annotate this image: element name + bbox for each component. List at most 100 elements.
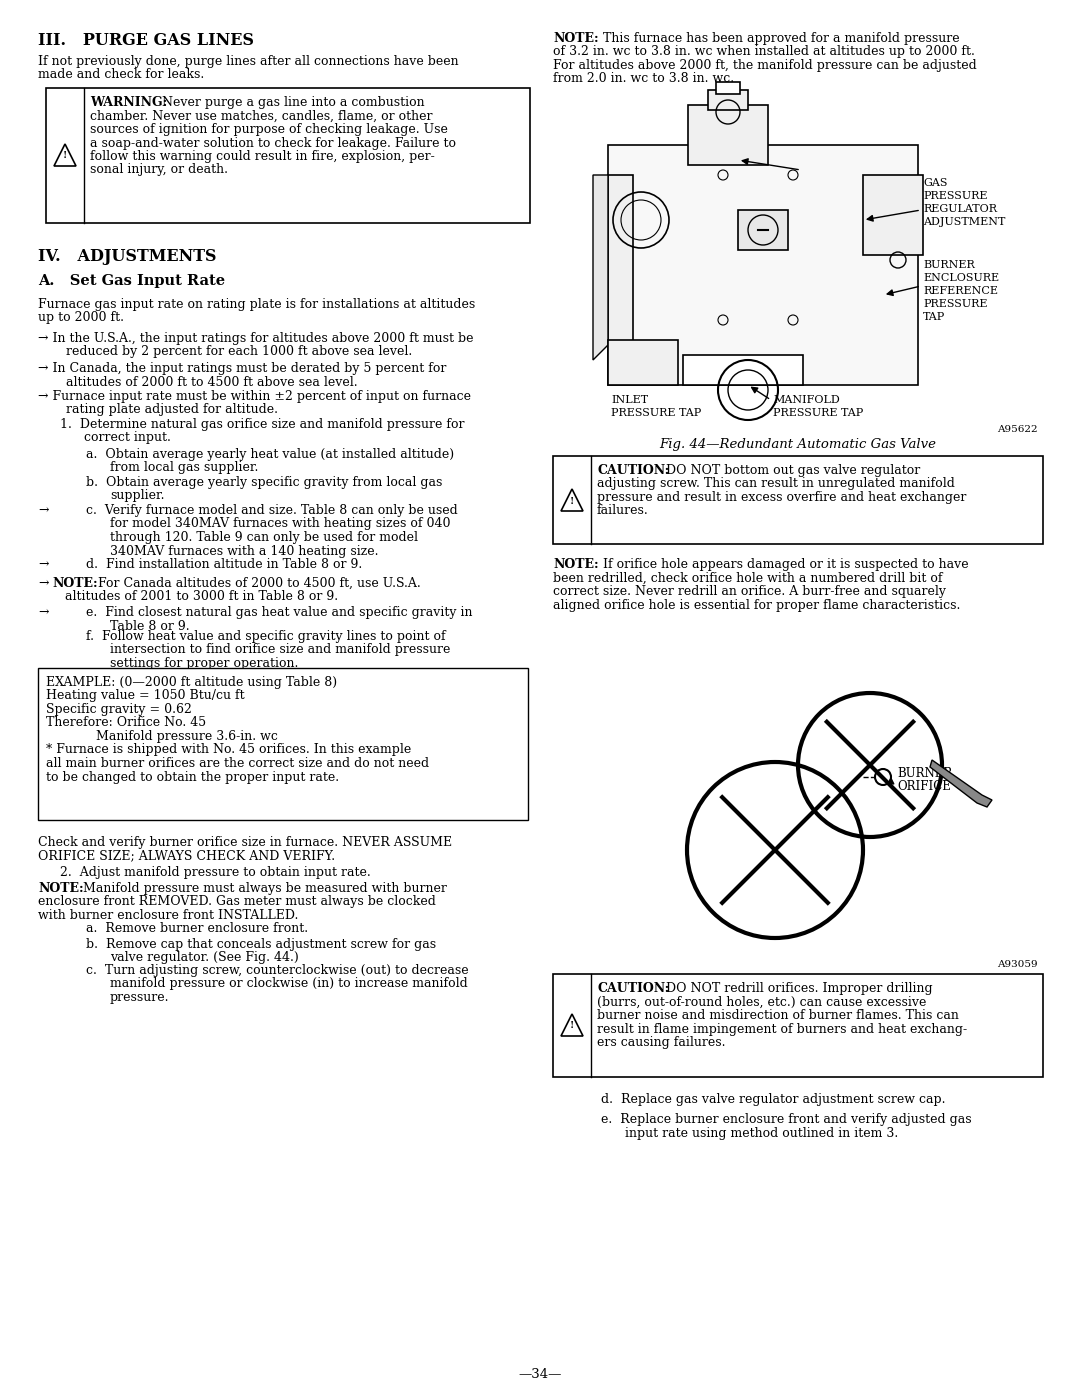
Text: →: → — [38, 577, 49, 590]
Bar — [738, 210, 788, 250]
Text: e.  Find closest natural gas heat value and specific gravity in: e. Find closest natural gas heat value a… — [86, 606, 473, 619]
Bar — [683, 355, 804, 386]
Bar — [608, 145, 918, 386]
Text: a.  Remove burner enclosure front.: a. Remove burner enclosure front. — [86, 922, 308, 935]
Text: PRESSURE: PRESSURE — [923, 299, 987, 309]
Polygon shape — [561, 489, 583, 511]
Text: sonal injury, or death.: sonal injury, or death. — [90, 163, 228, 176]
Text: If not previously done, purge lines after all connections have been: If not previously done, purge lines afte… — [38, 54, 459, 68]
Bar — [708, 89, 748, 110]
Text: NOTE:: NOTE: — [553, 557, 598, 571]
Text: CAUTION:: CAUTION: — [597, 464, 670, 476]
Text: WARNING:: WARNING: — [90, 96, 167, 109]
Text: A93059: A93059 — [997, 960, 1038, 970]
Text: up to 2000 ft.: up to 2000 ft. — [38, 312, 124, 324]
Text: ENCLOSURE: ENCLOSURE — [923, 272, 999, 284]
Bar — [608, 175, 633, 345]
Text: from local gas supplier.: from local gas supplier. — [110, 461, 258, 475]
Text: Manifold pressure 3.6-in. wc: Manifold pressure 3.6-in. wc — [96, 731, 278, 743]
Text: If orifice hole appears damaged or it is suspected to have: If orifice hole appears damaged or it is… — [595, 557, 969, 571]
Text: IV.   ADJUSTMENTS: IV. ADJUSTMENTS — [38, 249, 216, 265]
Text: d.  Find installation altitude in Table 8 or 9.: d. Find installation altitude in Table 8… — [86, 557, 362, 571]
Text: NOTE:: NOTE: — [38, 882, 83, 895]
Bar — [863, 175, 923, 256]
Text: → Furnace input rate must be within ±2 percent of input on furnace: → Furnace input rate must be within ±2 p… — [38, 390, 471, 402]
Text: Manifold pressure must always be measured with burner: Manifold pressure must always be measure… — [79, 882, 447, 895]
Text: ORIFICE SIZE; ALWAYS CHECK AND VERIFY.: ORIFICE SIZE; ALWAYS CHECK AND VERIFY. — [38, 849, 335, 862]
Text: b.  Obtain average yearly specific gravity from local gas: b. Obtain average yearly specific gravit… — [86, 476, 443, 489]
Text: follow this warning could result in fire, explosion, per-: follow this warning could result in fire… — [90, 149, 435, 163]
Polygon shape — [593, 175, 608, 360]
Text: all main burner orifices are the correct size and do not need: all main burner orifices are the correct… — [46, 757, 429, 770]
Text: ers causing failures.: ers causing failures. — [597, 1037, 726, 1049]
Text: Furnace gas input rate on rating plate is for installations at altitudes: Furnace gas input rate on rating plate i… — [38, 298, 475, 312]
Text: a.  Obtain average yearly heat value (at installed altitude): a. Obtain average yearly heat value (at … — [86, 448, 454, 461]
Text: OFF SWITCH: OFF SWITCH — [804, 177, 880, 189]
Text: correct input.: correct input. — [84, 432, 171, 444]
Text: for model 340MAV furnaces with heating sizes of 040: for model 340MAV furnaces with heating s… — [110, 517, 450, 531]
Bar — [46, 88, 530, 224]
Text: REGULATOR: REGULATOR — [923, 204, 997, 214]
Text: →: → — [38, 557, 49, 571]
Text: been redrilled, check orifice hole with a numbered drill bit of: been redrilled, check orifice hole with … — [553, 571, 943, 584]
Text: GAS: GAS — [923, 177, 947, 189]
Text: !: ! — [570, 1021, 575, 1031]
Text: input rate using method outlined in item 3.: input rate using method outlined in item… — [625, 1126, 899, 1140]
Bar — [608, 339, 678, 386]
Bar — [688, 105, 768, 165]
Text: aligned orifice hole is essential for proper flame characteristics.: aligned orifice hole is essential for pr… — [553, 598, 960, 612]
Text: to be changed to obtain the proper input rate.: to be changed to obtain the proper input… — [46, 771, 339, 784]
Text: Check and verify burner orifice size in furnace. NEVER ASSUME: Check and verify burner orifice size in … — [38, 835, 453, 849]
Text: chamber. Never use matches, candles, flame, or other: chamber. Never use matches, candles, fla… — [90, 109, 432, 123]
Text: from 2.0 in. wc to 3.8 in. wc.: from 2.0 in. wc to 3.8 in. wc. — [553, 73, 734, 85]
Text: !: ! — [63, 151, 67, 161]
Text: Fig. 44—Redundant Automatic Gas Valve: Fig. 44—Redundant Automatic Gas Valve — [660, 439, 936, 451]
Text: 2.  Adjust manifold pressure to obtain input rate.: 2. Adjust manifold pressure to obtain in… — [60, 866, 370, 879]
Text: EXAMPLE: (0—2000 ft altitude using Table 8): EXAMPLE: (0—2000 ft altitude using Table… — [46, 676, 337, 689]
Text: c.  Verify furnace model and size. Table 8 can only be used: c. Verify furnace model and size. Table … — [86, 504, 458, 517]
Text: Never purge a gas line into a combustion: Never purge a gas line into a combustion — [158, 96, 424, 109]
Bar — [553, 455, 1043, 543]
Text: !: ! — [570, 496, 575, 506]
Text: burner noise and misdirection of burner flames. This can: burner noise and misdirection of burner … — [597, 1009, 959, 1023]
Text: A.   Set Gas Input Rate: A. Set Gas Input Rate — [38, 274, 225, 288]
Text: CAUTION:: CAUTION: — [597, 982, 670, 995]
Text: NOTE:: NOTE: — [553, 32, 598, 45]
Text: TAP: TAP — [923, 312, 945, 321]
Text: BURNER: BURNER — [923, 260, 975, 270]
Text: rating plate adjusted for altitude.: rating plate adjusted for altitude. — [66, 404, 278, 416]
Text: A95622: A95622 — [997, 425, 1038, 434]
Text: →: → — [38, 504, 49, 517]
Text: ON AND: ON AND — [804, 165, 852, 175]
Text: → In Canada, the input ratings must be derated by 5 percent for: → In Canada, the input ratings must be d… — [38, 362, 446, 374]
Text: reduced by 2 percent for each 1000 ft above sea level.: reduced by 2 percent for each 1000 ft ab… — [66, 345, 413, 359]
Text: MANIFOLD: MANIFOLD — [773, 395, 840, 405]
Text: enclosure front REMOVED. Gas meter must always be clocked: enclosure front REMOVED. Gas meter must … — [38, 895, 436, 908]
Text: d.  Replace gas valve regulator adjustment screw cap.: d. Replace gas valve regulator adjustmen… — [600, 1092, 945, 1106]
Polygon shape — [930, 760, 993, 807]
Text: result in flame impingement of burners and heat exchang-: result in flame impingement of burners a… — [597, 1023, 967, 1035]
Text: sources of ignition for purpose of checking leakage. Use: sources of ignition for purpose of check… — [90, 123, 448, 136]
Text: c.  Turn adjusting screw, counterclockwise (out) to decrease: c. Turn adjusting screw, counterclockwis… — [86, 964, 469, 977]
Text: made and check for leaks.: made and check for leaks. — [38, 68, 204, 81]
Text: → In the U.S.A., the input ratings for altitudes above 2000 ft must be: → In the U.S.A., the input ratings for a… — [38, 332, 473, 345]
Text: DO NOT redrill orifices. Improper drilling: DO NOT redrill orifices. Improper drilli… — [662, 982, 933, 995]
Text: Heating value = 1050 Btu/cu ft: Heating value = 1050 Btu/cu ft — [46, 690, 245, 703]
Text: manifold pressure or clockwise (in) to increase manifold: manifold pressure or clockwise (in) to i… — [110, 978, 468, 990]
Text: pressure and result in excess overfire and heat exchanger: pressure and result in excess overfire a… — [597, 490, 967, 504]
Text: For altitudes above 2000 ft, the manifold pressure can be adjusted: For altitudes above 2000 ft, the manifol… — [553, 59, 976, 73]
Text: adjusting screw. This can result in unregulated manifold: adjusting screw. This can result in unre… — [597, 478, 955, 490]
Text: pressure.: pressure. — [110, 990, 170, 1004]
Text: →: → — [38, 606, 49, 619]
Bar — [716, 82, 740, 94]
Text: with burner enclosure front INSTALLED.: with burner enclosure front INSTALLED. — [38, 909, 298, 922]
Text: NOTE:: NOTE: — [52, 577, 97, 590]
Text: valve regulator. (See Fig. 44.): valve regulator. (See Fig. 44.) — [110, 951, 299, 964]
Text: Table 8 or 9.: Table 8 or 9. — [110, 619, 190, 633]
Text: DO NOT bottom out gas valve regulator: DO NOT bottom out gas valve regulator — [662, 464, 920, 476]
Text: f.  Follow heat value and specific gravity lines to point of: f. Follow heat value and specific gravit… — [86, 630, 446, 643]
Text: altitudes of 2001 to 3000 ft in Table 8 or 9.: altitudes of 2001 to 3000 ft in Table 8 … — [65, 591, 338, 604]
Text: BURNER: BURNER — [897, 767, 953, 780]
Text: REFERENCE: REFERENCE — [923, 286, 998, 296]
Text: 1.  Determine natural gas orifice size and manifold pressure for: 1. Determine natural gas orifice size an… — [60, 418, 464, 432]
